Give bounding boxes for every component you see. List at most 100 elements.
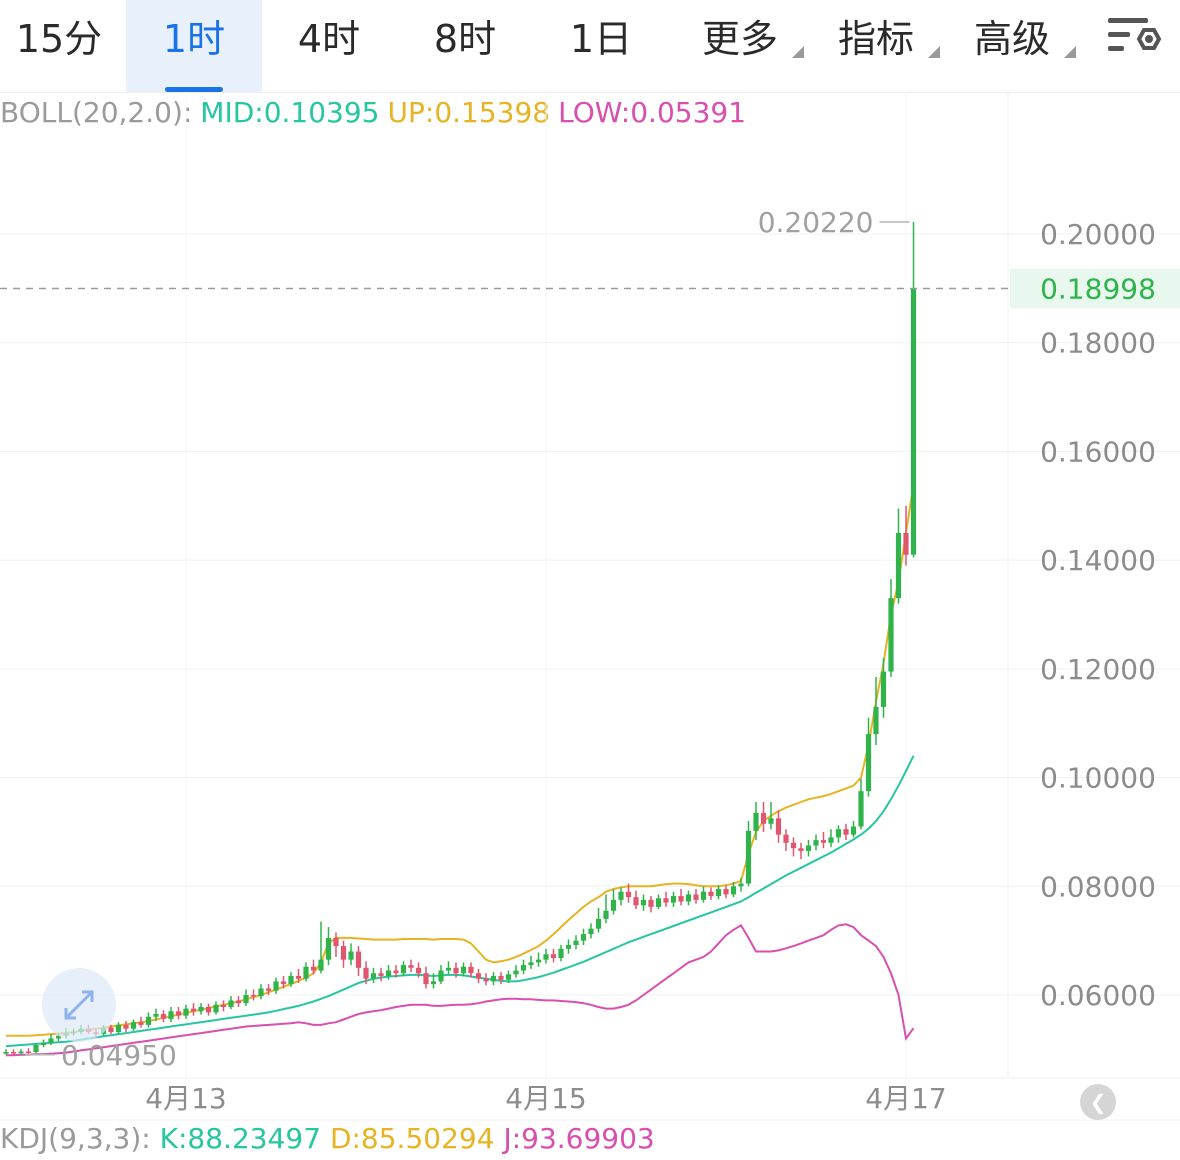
time-tick-label: 4月13: [145, 1082, 226, 1115]
bollinger-bands: [5, 483, 915, 1057]
candle-body: [445, 967, 452, 971]
candle-body: [535, 959, 542, 963]
boll-low-value: LOW:0.05391: [558, 96, 747, 129]
kdj-indicator-name[interactable]: KDJ(9,3,3):: [0, 1122, 151, 1155]
candle-body: [708, 891, 714, 897]
scroll-to-latest-button[interactable]: ❮: [1080, 1084, 1116, 1120]
candle-body: [805, 845, 812, 851]
candle-body: [115, 1024, 122, 1032]
boll-up-line: [6, 483, 915, 1037]
candle-body: [258, 988, 264, 997]
boll-low-line: [6, 923, 915, 1057]
candle-body: [580, 934, 587, 941]
tab-15m[interactable]: 15分: [0, 0, 118, 92]
candle-body: [175, 1011, 182, 1016]
candle-body: [153, 1014, 159, 1017]
tab-4h-label: 4时: [297, 17, 361, 61]
candle-body: [123, 1024, 129, 1029]
candle-body: [483, 978, 489, 982]
candle-body: [10, 1052, 17, 1054]
candle-body: [715, 889, 722, 897]
candle-body: [40, 1042, 47, 1046]
candle-body: [145, 1016, 152, 1025]
candle-body: [460, 966, 467, 974]
candlesticks: [3, 222, 917, 1055]
chart-grid: [0, 92, 1180, 1121]
candle-body: [228, 1000, 234, 1007]
kdj-legend: KDJ(9,3,3): K:88.23497 D:85.50294 J:93.6…: [0, 1120, 655, 1158]
dropdown-caret-icon: [792, 46, 804, 58]
tab-1d[interactable]: 1日: [540, 0, 662, 92]
tab-8h[interactable]: 8时: [404, 0, 526, 92]
candle-body: [775, 818, 782, 835]
boll-legend: BOLL(20,2.0): MID:0.10395 UP:0.15398 LOW:0.…: [0, 94, 754, 132]
candle-body: [813, 840, 819, 846]
price-tick-label: 0.08000: [1040, 870, 1156, 903]
tab-advanced-label: 高级: [973, 17, 1050, 61]
chart-settings-icon[interactable]: [1104, 12, 1164, 68]
dropdown-caret-icon: [1064, 46, 1076, 58]
candle-body: [685, 894, 692, 902]
price-tick-label: 0.18000: [1040, 327, 1156, 360]
tab-indicators[interactable]: 指标: [826, 0, 940, 92]
candle-body: [55, 1035, 62, 1039]
candle-body: [588, 928, 594, 935]
candle-body: [693, 894, 699, 900]
candle-body: [475, 973, 482, 979]
candle-body: [220, 1004, 227, 1007]
candle-body: [783, 834, 789, 843]
price-tick-label: 0.10000: [1040, 762, 1156, 795]
candle-body: [903, 532, 909, 555]
candle-body: [190, 1008, 197, 1012]
candle-body: [520, 965, 527, 971]
price-tick-label: 0.14000: [1040, 544, 1156, 577]
candle-body: [355, 951, 362, 968]
tab-more[interactable]: 更多: [690, 0, 804, 92]
candle-body: [618, 891, 624, 900]
candle-body: [363, 967, 369, 979]
candle-body: [3, 1052, 9, 1054]
candle-body: [138, 1022, 144, 1025]
candle-body: [633, 897, 639, 906]
time-axis: 4月13 4月15 4月17: [145, 1082, 946, 1115]
candle-body: [288, 975, 294, 985]
candle-body: [318, 959, 324, 971]
boll-indicator-name[interactable]: BOLL(20,2.0):: [0, 96, 193, 129]
candle-body: [550, 954, 557, 959]
candle-body: [663, 898, 669, 903]
candle-body: [730, 886, 737, 895]
timeframe-tab-bar: 15分 1时 4时 8时 1日 更多 指标 高级: [0, 0, 1180, 93]
low-price-label: 0.04950: [61, 1039, 177, 1072]
tab-advanced[interactable]: 高级: [962, 0, 1076, 92]
candle-body: [348, 951, 354, 960]
tab-4h[interactable]: 4时: [270, 0, 388, 92]
candle-body: [880, 671, 887, 707]
tab-1h[interactable]: 1时: [126, 0, 262, 92]
candle-body: [273, 981, 279, 991]
candle-body: [453, 967, 459, 974]
candle-body: [130, 1022, 137, 1029]
kdj-j-value: J:93.69903: [503, 1122, 655, 1155]
candle-body: [505, 974, 512, 980]
candle-body: [865, 734, 872, 792]
candle-body: [888, 598, 894, 672]
candle-body: [400, 965, 407, 974]
candle-body: [843, 829, 849, 835]
price-tick-label: 0.16000: [1040, 435, 1156, 468]
active-tab-indicator: [165, 87, 223, 92]
current-price-label: 0.18998: [1040, 272, 1156, 305]
boll-up-value: UP:0.15398: [387, 96, 551, 129]
expand-chart-button[interactable]: [42, 968, 116, 1042]
candle-body: [408, 965, 414, 968]
tab-indicators-label: 指标: [837, 17, 914, 61]
tab-8h-label: 8时: [433, 17, 497, 61]
candle-body: [820, 840, 827, 843]
candle-body: [385, 970, 392, 976]
candle-body: [753, 812, 759, 831]
candle-body: [48, 1038, 54, 1043]
tab-15m-label: 15分: [15, 17, 103, 61]
boll-mid-value: MID:0.10395: [200, 96, 380, 129]
expand-arrows-icon: [64, 990, 94, 1020]
